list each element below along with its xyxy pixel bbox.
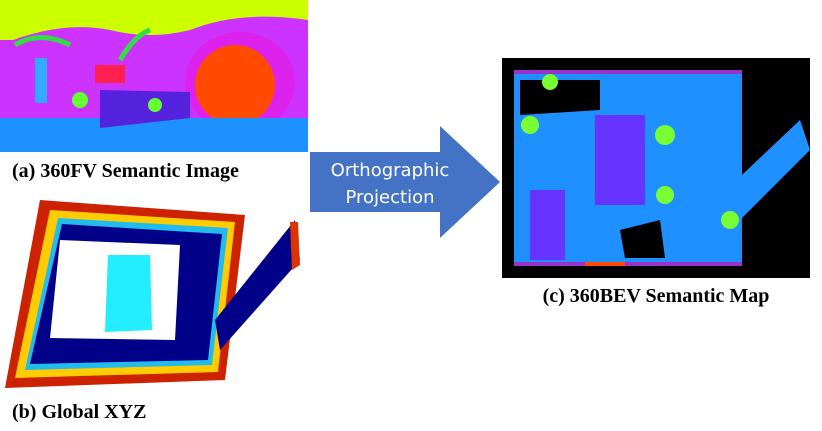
unknown xyxy=(620,220,665,258)
corridor xyxy=(215,220,300,350)
chair xyxy=(72,92,88,108)
caption: (c) 360BEV Semantic Map xyxy=(543,285,770,307)
bev-image xyxy=(502,58,810,278)
lamp xyxy=(13,35,72,48)
arrow-label: Projection xyxy=(345,187,434,208)
door xyxy=(195,45,275,125)
table xyxy=(105,255,152,332)
window xyxy=(35,58,47,103)
corridor-edge xyxy=(290,222,300,270)
door xyxy=(585,262,625,266)
wall xyxy=(514,262,742,266)
furniture xyxy=(530,190,565,260)
chair xyxy=(542,74,558,90)
unknown xyxy=(520,80,600,115)
object xyxy=(95,65,125,83)
panorama-image xyxy=(0,0,308,152)
lamp xyxy=(117,27,151,62)
xyz-image xyxy=(5,200,300,388)
wall xyxy=(514,70,742,74)
table xyxy=(595,115,645,205)
chair xyxy=(721,211,739,229)
arrow-label: Orthographic xyxy=(331,160,450,181)
chair xyxy=(655,125,675,145)
chair xyxy=(656,186,674,204)
arrow xyxy=(310,126,500,238)
caption: (a) 360FV Semantic Image xyxy=(12,160,239,182)
floor xyxy=(0,118,308,152)
table xyxy=(100,90,190,128)
caption: (b) Global XYZ xyxy=(12,401,146,423)
chair xyxy=(521,116,539,134)
corridor xyxy=(705,120,810,230)
chair xyxy=(148,98,162,112)
